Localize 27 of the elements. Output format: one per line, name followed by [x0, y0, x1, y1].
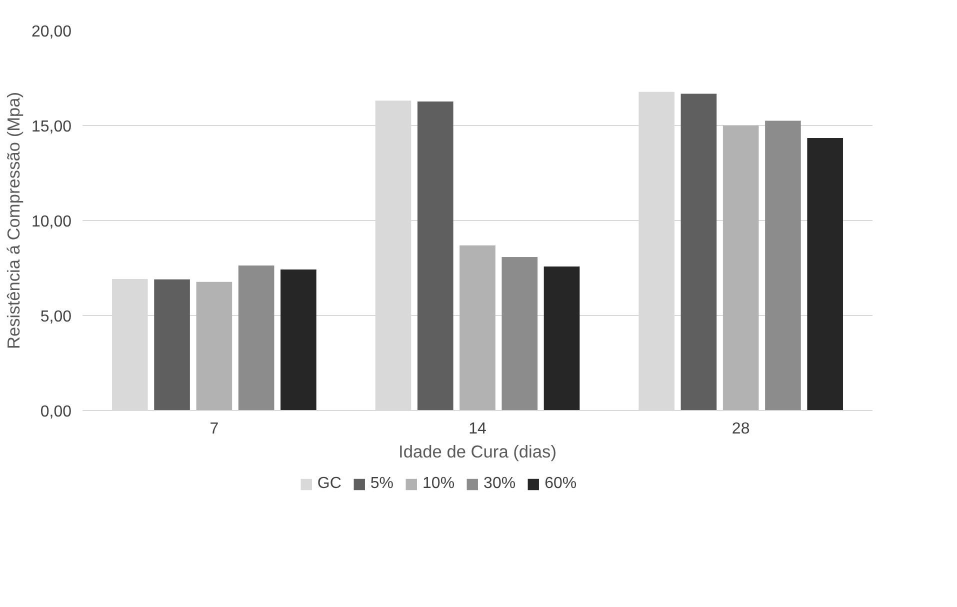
legend-label: GC: [317, 475, 342, 493]
y-tick-label: 0,00: [40, 404, 72, 420]
x-tick-label: 28: [732, 420, 750, 438]
bar: [807, 138, 844, 410]
x-axis-title: Idade de Cura (dias): [398, 442, 556, 462]
bar: [280, 270, 316, 410]
bar: [722, 126, 759, 410]
legend-label: 10%: [422, 475, 455, 493]
y-tick-label: 5,00: [40, 308, 72, 326]
legend-label: 5%: [370, 475, 394, 493]
bar: [460, 245, 496, 410]
y-axis-title: Resistência á Compressão (Mpa): [3, 92, 24, 350]
y-tick-label: 15,00: [31, 118, 72, 136]
bar: [154, 279, 190, 410]
bar: [196, 282, 232, 410]
bar: [417, 102, 454, 410]
x-tick-label: 14: [468, 420, 486, 438]
bar: [238, 266, 274, 410]
bar: [502, 256, 538, 410]
legend-label: 30%: [484, 475, 516, 493]
legend-label: 60%: [544, 475, 577, 493]
y-tick-label: 20,00: [31, 24, 72, 40]
bar: [544, 266, 580, 410]
bar: [765, 120, 801, 410]
x-tick-label: 7: [210, 420, 219, 438]
bar: [680, 94, 717, 410]
y-tick-label: 10,00: [31, 214, 72, 230]
